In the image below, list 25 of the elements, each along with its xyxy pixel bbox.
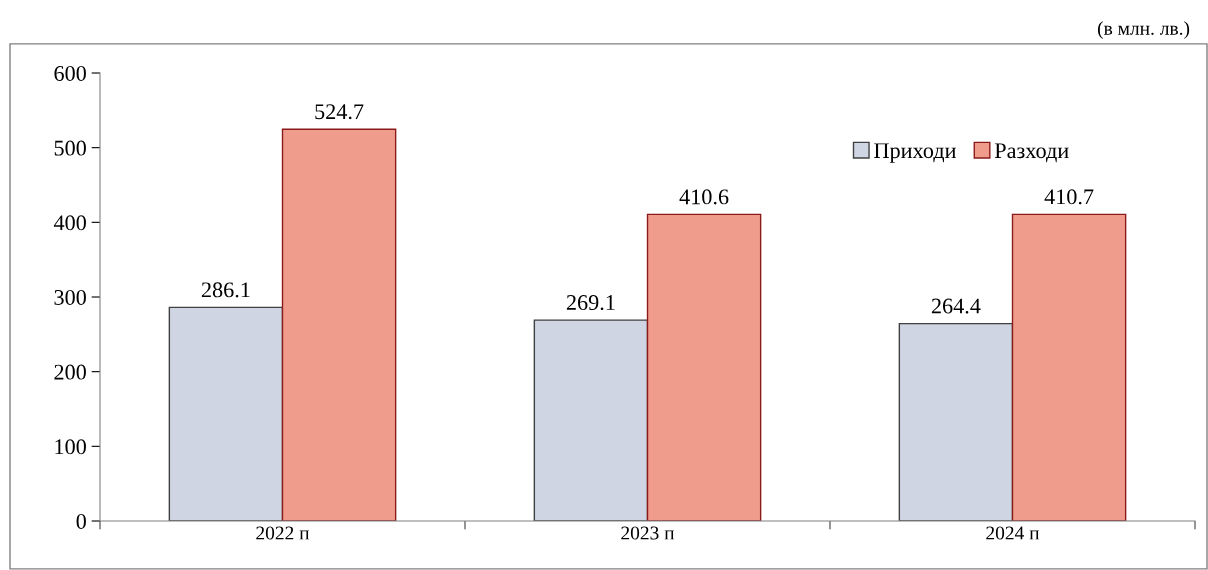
bar <box>533 319 649 521</box>
bar <box>646 213 762 521</box>
data-label: 410.6 <box>679 189 729 205</box>
x-tick-label: 2022 п <box>256 526 310 540</box>
y-tick-label: 500 <box>54 140 86 156</box>
x-tick-label: 2024 п <box>986 526 1040 540</box>
text: (в млн. лв.) <box>1097 21 1190 39</box>
bar <box>1011 213 1127 521</box>
y-tick-label: 100 <box>55 439 86 455</box>
x-tick-label: 2023 п <box>621 526 675 540</box>
data-label: 524.7 <box>315 104 364 120</box>
data-label: 286.1 <box>201 282 250 298</box>
legend-label: Разходи <box>994 143 1069 163</box>
legend-label: Приходи <box>874 143 956 163</box>
bar <box>281 128 397 521</box>
y-tick-label: 600 <box>54 65 86 81</box>
data-label: 410.7 <box>1044 189 1094 205</box>
y-tick-label: 0 <box>76 513 86 529</box>
data-label: 264.4 <box>931 298 981 314</box>
data-label: 269.1 <box>566 295 615 311</box>
y-tick-label: 400 <box>53 215 86 231</box>
bar <box>168 306 284 521</box>
bar <box>898 322 1014 521</box>
y-tick-label: 200 <box>54 364 86 380</box>
y-tick-label: 300 <box>54 289 86 305</box>
